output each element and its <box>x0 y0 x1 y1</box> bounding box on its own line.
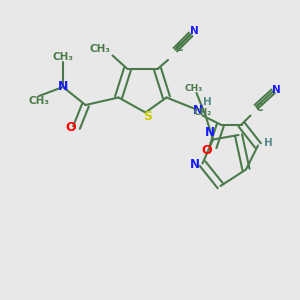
Text: CH₃: CH₃ <box>90 44 111 55</box>
Text: N: N <box>272 85 280 95</box>
Text: CH₃: CH₃ <box>52 52 74 62</box>
Text: N: N <box>204 126 214 140</box>
Text: N: N <box>58 80 68 94</box>
Text: S: S <box>143 110 152 124</box>
Text: N: N <box>190 158 200 172</box>
Text: CH₂: CH₂ <box>194 108 211 117</box>
Text: CH₃: CH₃ <box>28 95 50 106</box>
Text: H: H <box>202 97 211 107</box>
Text: N: N <box>193 104 203 118</box>
Text: C: C <box>256 103 263 113</box>
Text: C: C <box>175 43 183 53</box>
Text: O: O <box>65 121 76 134</box>
Text: O: O <box>202 143 212 157</box>
Text: CH₃: CH₃ <box>184 84 202 93</box>
Text: N: N <box>190 26 199 37</box>
Text: H: H <box>264 137 273 148</box>
